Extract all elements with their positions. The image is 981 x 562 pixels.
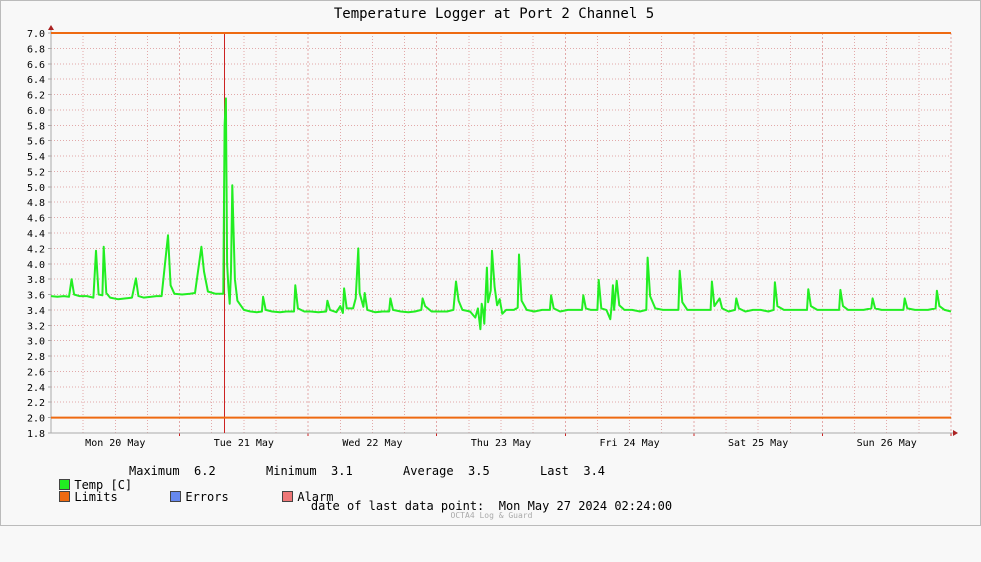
y-tick-label: 1.8 xyxy=(27,429,45,440)
x-tick-label: Sun 26 May xyxy=(857,438,917,449)
y-tick-label: 6.8 xyxy=(27,44,45,55)
legend-item-limits: Limits xyxy=(16,476,118,518)
y-tick-label: 2.6 xyxy=(27,367,45,378)
chart-title: Temperature Logger at Port 2 Channel 5 xyxy=(334,6,654,22)
y-tick-label: 6.6 xyxy=(27,60,45,71)
y-tick-label: 4.8 xyxy=(27,198,45,209)
y-tick-label: 2.8 xyxy=(27,352,45,363)
y-tick-labels: 1.8 2.0 2.2 2.4 2.6 2.8 3.0 3.2 3.4 3.6 3.8 4.0 4.2 4… xyxy=(27,29,45,440)
x-tick-label: Thu 23 May xyxy=(471,438,531,449)
x-tick-label: Tue 21 May xyxy=(214,438,274,449)
y-tick-label: 5.4 xyxy=(27,152,45,163)
max-label: Maximum xyxy=(129,464,180,478)
avg-value: 3.5 xyxy=(468,464,490,478)
x-tick-label: Fri 24 May xyxy=(599,438,659,449)
y-tick-label: 2.4 xyxy=(27,383,45,394)
x-tick-label: Sat 25 May xyxy=(728,438,788,449)
y-tick-label: 6.4 xyxy=(27,75,45,86)
y-tick-label: 2.2 xyxy=(27,398,45,409)
y-tick-label: 3.6 xyxy=(27,291,45,302)
legend-item-alarm: Alarm xyxy=(239,476,333,518)
y-tick-label: 5.2 xyxy=(27,167,45,178)
y-tick-label: 6.0 xyxy=(27,106,45,117)
min-value: 3.1 xyxy=(331,464,353,478)
x-tick-label: Wed 22 May xyxy=(342,438,402,449)
last-point-value: Mon May 27 2024 02:24:00 xyxy=(498,499,673,513)
y-tick-label: 5.6 xyxy=(27,137,45,148)
series-layer xyxy=(50,97,952,331)
y-tick-label: 2.0 xyxy=(27,414,45,425)
legend-item-temp: Temp [C] xyxy=(16,464,132,506)
x-axis-arrow xyxy=(953,430,958,436)
y-tick-label: 3.4 xyxy=(27,306,45,317)
y-tick-label: 3.8 xyxy=(27,275,45,286)
y-tick-label: 6.2 xyxy=(27,91,45,102)
legend-row-temp: Temp [C] Maximum 6.2 Minimum 3.1 Average… xyxy=(16,464,716,492)
last-data-point: date of last data point: Mon May 27 2024… xyxy=(1,499,981,513)
watermark-text: OCTA4 Log & Guard xyxy=(450,511,533,520)
y-tick-label: 4.6 xyxy=(27,214,45,225)
series-line-temp xyxy=(50,97,952,331)
legend-errors-label: Errors xyxy=(185,490,229,504)
temp-swatch xyxy=(59,479,71,490)
x-tick-label: Mon 20 May xyxy=(85,438,145,449)
legend-minimum: Minimum 3.1 xyxy=(266,464,353,478)
axes xyxy=(48,25,958,436)
y-tick-label: 4.4 xyxy=(27,229,45,240)
y-axis-arrow xyxy=(48,25,54,30)
legend-row-status: Limits Errors Alarm xyxy=(16,476,416,504)
y-tick-label: 4.0 xyxy=(27,260,45,271)
legend-last: Last 3.4 xyxy=(540,464,605,478)
y-tick-label: 3.2 xyxy=(27,321,45,332)
last-label: Last xyxy=(540,464,569,478)
legend-average: Average 3.5 xyxy=(403,464,490,478)
x-tick-labels: Mon 20 May Tue 21 May Wed 22 May Thu 23 May… xyxy=(85,438,917,449)
legend-alarm-label: Alarm xyxy=(297,490,334,504)
watermark: OCTA4 Log & Guard xyxy=(1,511,981,521)
legend-temp-label: Temp [C] xyxy=(74,478,133,492)
temperature-chart: Temperature Logger at Port 2 Channel 5 1… xyxy=(27,6,958,449)
avg-label: Average xyxy=(403,464,454,478)
y-tick-label: 5.8 xyxy=(27,121,45,132)
y-tick-label: 7.0 xyxy=(27,29,45,40)
legend-maximum: Maximum 6.2 xyxy=(129,464,216,478)
alarm-swatch xyxy=(282,491,294,502)
last-point-label: date of last data point: xyxy=(310,499,485,513)
y-tick-label: 3.0 xyxy=(27,337,45,348)
limits-swatch xyxy=(59,491,71,502)
chart-frame: Temperature Logger at Port 2 Channel 5 1… xyxy=(0,0,981,526)
grid-lines xyxy=(51,32,952,434)
y-tick-label: 4.2 xyxy=(27,244,45,255)
max-value: 6.2 xyxy=(194,464,216,478)
legend-limits-label: Limits xyxy=(74,490,118,504)
min-label: Minimum xyxy=(266,464,317,478)
last-value: 3.4 xyxy=(583,464,606,478)
errors-swatch xyxy=(170,491,182,502)
legend-item-errors: Errors xyxy=(127,476,229,518)
y-tick-label: 5.0 xyxy=(27,183,45,194)
